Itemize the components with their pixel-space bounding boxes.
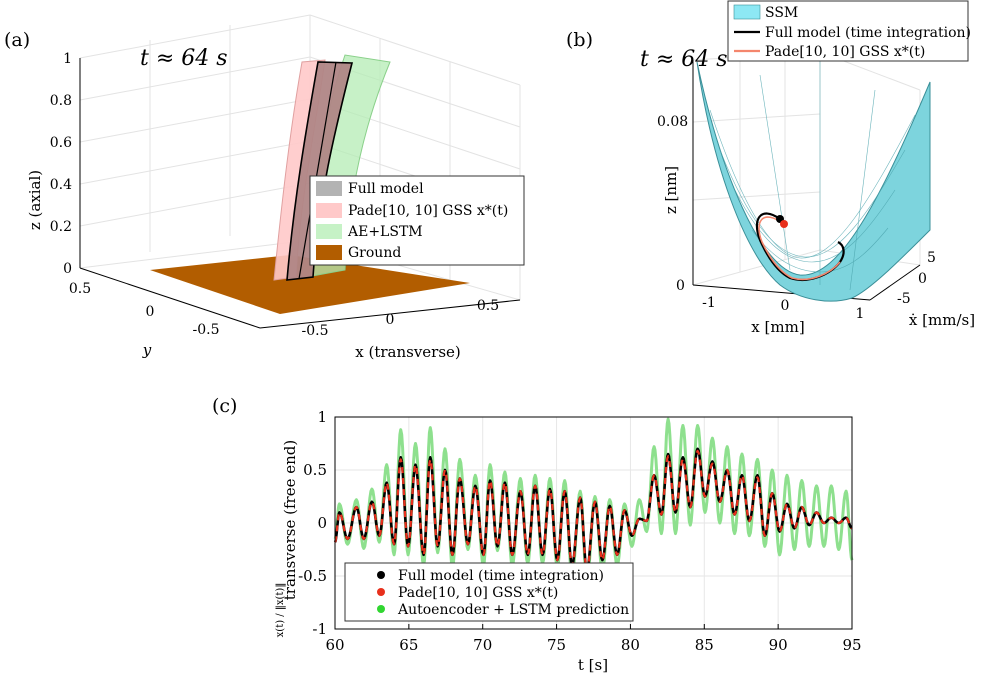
legend-swatch-full-model — [316, 181, 342, 196]
ssm-trajectory-pade — [758, 216, 841, 281]
c-ytick-label--0.5: -0.5 — [298, 567, 327, 585]
panel-b-time-label: t ≈ 64 s — [640, 47, 728, 72]
panel-c-ylabel: transverse (free end) — [281, 440, 299, 600]
c-xtick-label-60: 60 — [325, 636, 344, 654]
panel-b: 0.08 0 -1 0 1 5 0 -5 z [nm] x [mm] ẋ [mm… — [566, 0, 975, 336]
c-xtick-label-95: 95 — [842, 636, 861, 654]
c-series-line-2 — [334, 449, 853, 572]
c-xtick-label-70: 70 — [473, 636, 492, 654]
ssm-mesh — [709, 60, 916, 291]
a-z-tick-0.2: 0.2 — [50, 219, 72, 235]
panel-a-z-ticks: 1 0.8 0.6 0.4 0.2 0 — [50, 51, 72, 277]
panel-b-zlabel: z [nm] — [662, 166, 680, 214]
a-z-tick-0: 0 — [63, 261, 72, 277]
legend-label-full-model-b: Full model (time integration) — [765, 25, 971, 41]
ground-plane — [150, 255, 470, 314]
ssm-surface — [696, 61, 931, 302]
panel-a-tag: (a) — [4, 29, 30, 51]
a-z-tick-0.4: 0.4 — [50, 177, 72, 193]
panel-a-zlabel: z (axial) — [26, 170, 44, 230]
legend-label-ae-lstm: AE+LSTM — [347, 224, 423, 240]
legend-swatch-ground — [316, 245, 342, 260]
legend-swatch-pade — [316, 203, 342, 218]
panel-a: 1 0.8 0.6 0.4 0.2 0 0.5 0 -0.5 -0.5 0 0.… — [4, 14, 525, 361]
b-z-tick-0.08: 0.08 — [657, 114, 688, 130]
panel-b-y-ticks: 5 0 -5 — [897, 250, 936, 307]
panel-a-x-ticks: -0.5 0 0.5 — [302, 298, 500, 339]
c-xtick-label-85: 85 — [695, 636, 714, 654]
b-x-tick-0: 0 — [781, 298, 790, 314]
panel-b-legend: SSM Full model (time integration) Pade[1… — [727, 0, 971, 62]
legend-label-c-pade: Pade[10, 10] GSS x*(t) — [398, 585, 558, 601]
panel-c-xlabel: t [s] — [578, 656, 608, 674]
a-x-tick-0: 0 — [386, 312, 395, 328]
b-z-tick-0: 0 — [676, 278, 685, 294]
legend-marker-pade — [377, 588, 385, 596]
panel-c-y-ticks: -1 -0.5 0 0.5 1 — [298, 408, 327, 638]
ssm-trajectory-full — [755, 212, 845, 281]
panel-b-x-ticks: -1 0 1 — [702, 295, 864, 322]
panel-a-y-ticks: 0.5 0 -0.5 — [69, 281, 220, 338]
a-x-tick-neg0.5: -0.5 — [302, 323, 329, 339]
c-ytick-label-1: 1 — [317, 408, 327, 426]
panel-c-x-ticks: 60 65 70 75 80 85 90 95 — [325, 636, 861, 654]
panel-a-legend: Full model Pade[10, 10] GSS x*(t) AE+LST… — [309, 175, 525, 266]
panel-a-xlabel: x (transverse) — [355, 343, 461, 361]
b-y-tick-0: 0 — [918, 271, 927, 287]
b-x-tick-1: 1 — [856, 306, 865, 322]
panel-c-series — [333, 417, 854, 583]
b-y-tick-5: 5 — [927, 250, 936, 266]
c-ytick-label-0: 0 — [317, 514, 327, 532]
legend-label-full-model: Full model — [348, 181, 424, 197]
panel-b-z-ticks: 0.08 0 — [657, 114, 688, 294]
legend-label-ground: Ground — [348, 245, 401, 261]
a-z-tick-0.6: 0.6 — [50, 135, 72, 151]
a-x-tick-0.5: 0.5 — [477, 298, 499, 314]
c-xtick-label-65: 65 — [399, 636, 418, 654]
legend-label-pade: Pade[10, 10] GSS x*(t) — [348, 203, 508, 219]
a-y-tick-0.5: 0.5 — [69, 281, 91, 297]
panel-b-tag: (b) — [566, 29, 593, 51]
panel-c-axes-box — [334, 416, 853, 630]
legend-label-c-ae-lstm: Autoencoder + LSTM prediction — [397, 602, 629, 618]
panel-c-ylabel-fraction: x(t) / ‖x(t)‖ — [275, 583, 286, 638]
b-x-tick-neg1: -1 — [702, 295, 716, 311]
a-z-tick-0.8: 0.8 — [50, 93, 72, 109]
a-z-tick-1: 1 — [63, 51, 72, 67]
panel-a-axes — [79, 58, 521, 329]
legend-marker-ae-lstm — [377, 605, 385, 613]
legend-label-ssm: SSM — [765, 5, 798, 21]
panel-c-tag: (c) — [212, 395, 237, 417]
panel-c: (c) 60 65 70 75 80 85 90 95 -1 -0.5 0 0.5 1 t [s] t… — [212, 395, 862, 674]
c-ytick-label--1: -1 — [312, 620, 327, 638]
a-y-tick-neg0.5: -0.5 — [193, 322, 220, 338]
c-xtick-label-90: 90 — [769, 636, 788, 654]
b-y-tick-neg5: -5 — [897, 291, 911, 307]
pade-point — [780, 220, 788, 228]
panel-c-legend: Full model (time integration) Pade[10, 1… — [344, 562, 634, 622]
panel-a-ylabel: y — [142, 341, 152, 359]
c-xtick-label-80: 80 — [621, 636, 640, 654]
legend-label-c-full-model: Full model (time integration) — [398, 568, 604, 584]
panel-a-time-label: t ≈ 64 s — [140, 46, 228, 71]
legend-marker-full-model — [377, 571, 385, 579]
c-ytick-label-0.5: 0.5 — [303, 461, 327, 479]
panel-b-ylabel: ẋ [mm/s] — [909, 311, 975, 329]
legend-label-pade-b: Pade[10, 10] GSS x*(t) — [765, 44, 925, 60]
legend-swatch-ssm — [733, 4, 761, 20]
panel-b-xlabel: x [mm] — [751, 318, 804, 336]
legend-swatch-ae-lstm — [316, 224, 342, 239]
a-y-tick-0: 0 — [146, 304, 155, 320]
c-xtick-label-75: 75 — [547, 636, 566, 654]
